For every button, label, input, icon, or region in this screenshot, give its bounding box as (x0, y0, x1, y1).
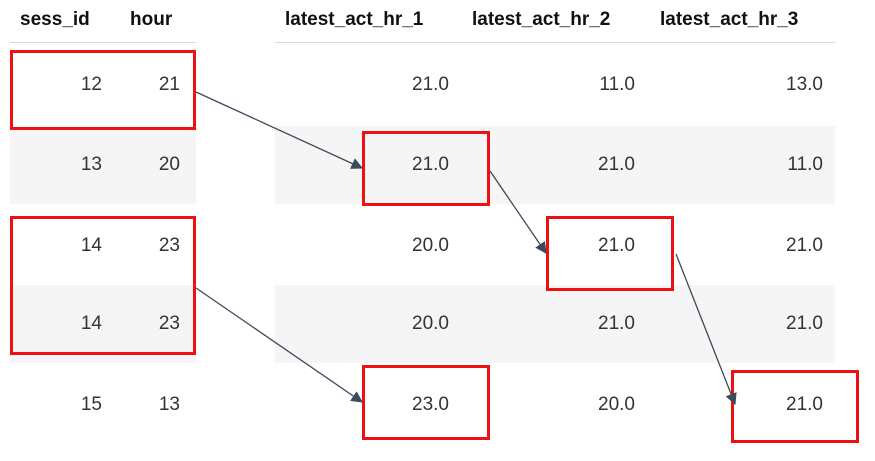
latest-act-hr-2-cell: 21.0 (598, 313, 635, 334)
hour-cell: 21 (158, 74, 180, 95)
latest-act-hr-3-cell: 21.0 (786, 313, 823, 334)
column-header-hour: hour (130, 9, 173, 30)
hour-cell: 23 (158, 313, 180, 334)
latest-act-hr-3-cell: 11.0 (787, 154, 823, 175)
latest-act-hr-2-cell: 11.0 (599, 74, 635, 95)
table-row: 15 13 (10, 366, 196, 444)
column-header-latest-act-hr-3: latest_act_hr_3 (660, 9, 799, 30)
hour-cell: 20 (158, 154, 180, 175)
sess-id-cell: 14 (80, 235, 102, 256)
table-row: 20.0 21.0 21.0 (275, 207, 835, 285)
hour-cell: 13 (158, 394, 180, 415)
latest-act-hr-3-cell: 21.0 (786, 235, 823, 256)
column-header-sess-id: sess_id (20, 9, 90, 30)
latest-act-hr-1-cell: 21.0 (412, 154, 449, 175)
table-row: 14 23 (10, 285, 196, 363)
table-row: 13 20 (10, 126, 196, 204)
table-row: 21.0 11.0 13.0 (275, 46, 835, 124)
latest-act-hr-2-cell: 21.0 (598, 154, 635, 175)
latest-act-hr-1-cell: 20.0 (412, 313, 449, 334)
hour-cell: 23 (158, 235, 180, 256)
latest-act-hr-2-cell: 21.0 (598, 235, 635, 256)
latest-act-hr-3-cell: 21.0 (786, 394, 823, 415)
right-table-header: latest_act_hr_1 latest_act_hr_2 latest_a… (275, 0, 835, 43)
latest-act-hr-3-cell: 13.0 (786, 74, 823, 95)
table-row: 20.0 21.0 21.0 (275, 285, 835, 363)
latest-act-hr-1-cell: 21.0 (412, 74, 449, 95)
table-row: 21.0 21.0 11.0 (275, 126, 835, 204)
column-header-latest-act-hr-2: latest_act_hr_2 (472, 9, 611, 30)
latest-act-hr-1-cell: 23.0 (412, 394, 449, 415)
column-header-latest-act-hr-1: latest_act_hr_1 (285, 9, 424, 30)
sess-id-cell: 15 (80, 394, 102, 415)
left-table-header: sess_id hour (10, 0, 196, 43)
latest-act-hr-2-cell: 20.0 (598, 394, 635, 415)
table-row: 12 21 (10, 46, 196, 124)
sess-id-cell: 12 (80, 74, 102, 95)
sess-id-cell: 13 (80, 154, 102, 175)
table-row: 14 23 (10, 207, 196, 285)
sess-id-cell: 14 (80, 313, 102, 334)
table-row: 23.0 20.0 21.0 (275, 366, 835, 444)
latest-act-hr-1-cell: 20.0 (412, 235, 449, 256)
